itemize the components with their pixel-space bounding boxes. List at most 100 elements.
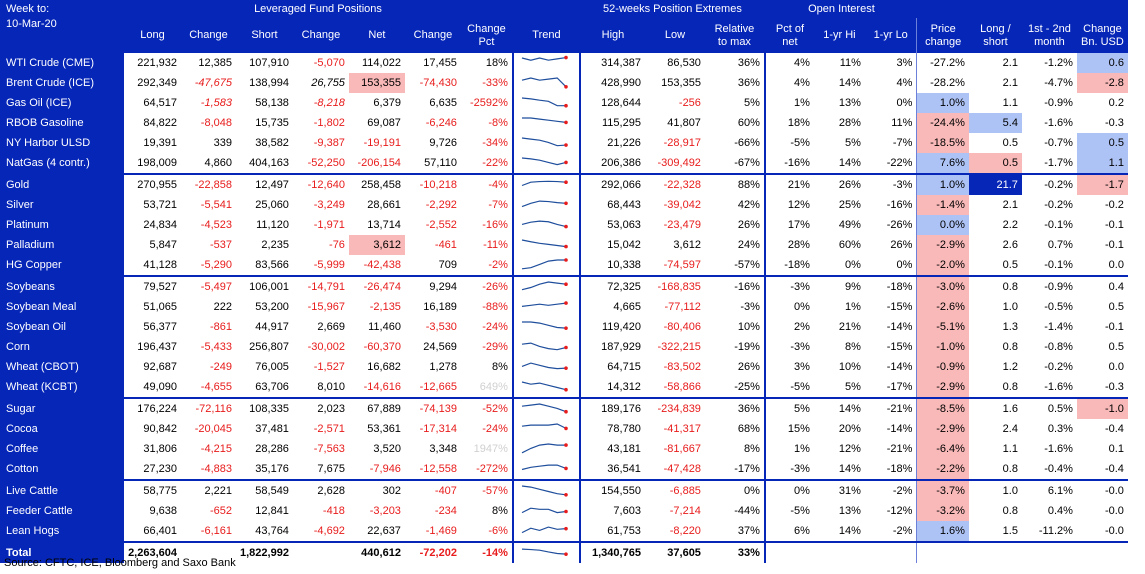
table-row: Feeder Cattle 9,638 -652 12,841 -418 -3,203 -2… <box>0 501 1128 521</box>
value-cell: -2,292 <box>425 199 457 211</box>
value-cell: 270,955 <box>137 179 177 191</box>
value-cell: 2% <box>763 317 814 337</box>
value-cell: -57% <box>482 485 508 497</box>
value-cell: -12% <box>886 505 913 517</box>
value-cell: 11,460 <box>368 321 401 333</box>
value-cell: 25,060 <box>255 199 289 211</box>
value-cell: -83,502 <box>663 361 701 373</box>
value-cell: 21,226 <box>578 133 645 153</box>
value-cell: -2.8 <box>1076 73 1128 93</box>
value-cell: -11.2% <box>1038 525 1073 537</box>
value-cell: 3,520 <box>373 443 401 455</box>
value-cell: -3.7% <box>916 480 969 501</box>
value-cell: 14% <box>838 157 861 169</box>
value-cell: -23,479 <box>663 219 701 231</box>
value-cell: -42,438 <box>363 259 401 271</box>
value-cell: 90,842 <box>143 423 177 435</box>
trend-sparkline <box>521 321 568 330</box>
value-cell: -1,802 <box>313 117 345 129</box>
value-cell: 189,176 <box>578 398 645 419</box>
value-cell: 51,065 <box>143 301 177 313</box>
value-cell: 37,605 <box>667 547 701 559</box>
trend-last-point <box>564 103 568 108</box>
value-cell: -0.0 <box>1104 505 1124 517</box>
value-cell: -74,430 <box>419 77 457 89</box>
value-cell: -25% <box>734 381 760 393</box>
trend-line <box>521 342 567 351</box>
trend-sparkline <box>521 239 568 249</box>
value-cell: -1,469 <box>425 525 457 537</box>
value-cell: 154,550 <box>578 480 645 501</box>
trend-last-point <box>564 160 568 165</box>
trend-line <box>521 548 566 555</box>
value-cell: -0.4 <box>1104 423 1124 435</box>
value-cell: -3% <box>740 301 760 313</box>
value-cell: 16,682 <box>367 361 401 373</box>
commodity-name: Feeder Cattle <box>0 501 124 521</box>
trend-cell <box>511 297 580 317</box>
table-row: RBOB Gasoline 84,822 -8,048 15,735 -1,802 69,… <box>0 113 1128 133</box>
table-row: Coffee 31,806 -4,215 28,286 -7,563 3,520 3,348… <box>0 439 1128 459</box>
value-cell: 7,603 <box>578 501 645 521</box>
value-cell: -1.2% <box>1044 57 1073 69</box>
trend-line <box>521 302 567 307</box>
value-cell: 2,669 <box>317 321 345 333</box>
value-cell: 0.3% <box>1047 423 1073 435</box>
trend-sparkline <box>521 281 568 291</box>
commodity-name: NY Harbor ULSD <box>0 133 124 153</box>
value-cell: 2,221 <box>204 485 232 497</box>
value-cell: 198,009 <box>137 157 177 169</box>
trend-sparkline <box>521 220 568 229</box>
trend-line <box>521 507 567 514</box>
value-cell: -14% <box>886 321 913 333</box>
value-cell: -57% <box>734 259 760 271</box>
trend-cell <box>511 174 580 195</box>
value-cell: 108,335 <box>249 403 289 415</box>
value-cell: -7,563 <box>313 443 345 455</box>
value-cell: 153,355 <box>348 73 405 93</box>
trend-cell <box>511 377 580 398</box>
value-cell: -0.2 <box>1104 199 1124 211</box>
value-cell: 0.0 <box>1108 361 1124 373</box>
value-cell: -77,112 <box>664 301 701 313</box>
value-cell: 0.8 <box>1002 341 1018 353</box>
column-header: Low <box>644 18 705 53</box>
value-cell: 1.1 <box>1002 443 1018 455</box>
trend-last-point <box>564 201 568 206</box>
table-row: Sugar 176,224 -72,116 108,335 2,023 67,889 -74… <box>0 398 1128 419</box>
value-cell: 13% <box>838 505 861 517</box>
value-cell: 78,780 <box>578 419 645 439</box>
value-cell: -5% <box>763 133 814 153</box>
trend-sparkline <box>521 200 568 208</box>
value-cell: -4,883 <box>200 463 232 475</box>
value-cell: 1.1 <box>1076 153 1128 174</box>
trend-line <box>521 97 566 107</box>
value-cell: 106,001 <box>249 281 289 293</box>
trend-cell <box>511 480 580 501</box>
value-cell: -3,530 <box>425 321 457 333</box>
value-cell: 1.3 <box>1002 321 1018 333</box>
trend-cell <box>511 501 580 521</box>
value-cell: -60,370 <box>363 341 401 353</box>
group-52w-header: 52-weeks Position Extremes <box>578 0 765 18</box>
value-cell: 28,661 <box>367 199 401 211</box>
value-cell: 84,822 <box>143 117 177 129</box>
value-cell: 5% <box>845 137 861 149</box>
value-cell: 1% <box>763 93 814 113</box>
value-cell: -47,675 <box>194 77 232 89</box>
commodity-name: NatGas (4 contr.) <box>0 153 124 174</box>
trend-last-point <box>564 443 568 447</box>
value-cell: 10% <box>838 361 861 373</box>
value-cell: 44,917 <box>255 321 289 333</box>
value-cell: 43,181 <box>578 439 645 459</box>
value-cell: -74,139 <box>419 403 457 415</box>
table-row: Brent Crude (ICE) 292,349 -47,675 138,994 26… <box>0 73 1128 93</box>
value-cell: -234 <box>434 505 457 517</box>
value-cell: 17,455 <box>423 57 457 69</box>
value-cell: -0.3 <box>1104 381 1124 393</box>
value-cell: -72,202 <box>419 547 457 559</box>
value-cell: 24% <box>737 239 760 251</box>
value-cell: 53,063 <box>578 215 645 235</box>
trend-line <box>521 362 566 370</box>
value-cell: -39,042 <box>663 199 701 211</box>
